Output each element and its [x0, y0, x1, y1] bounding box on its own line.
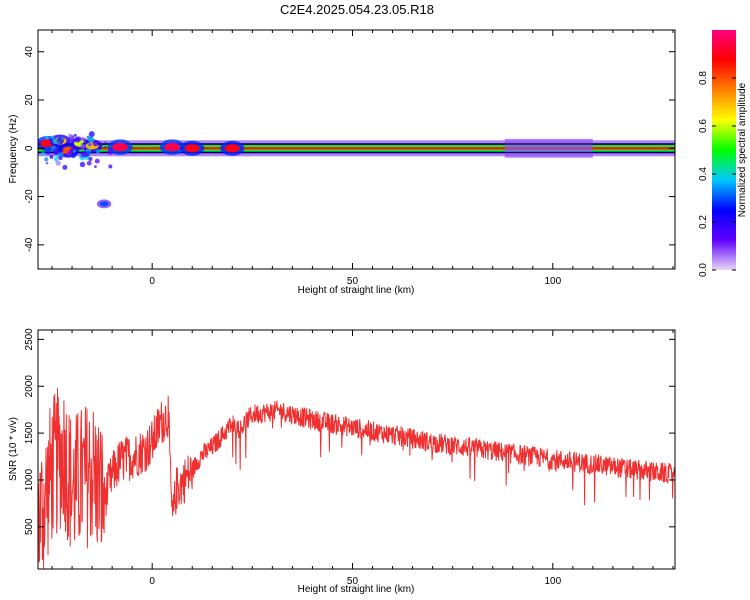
snr-x-tick-label: 50 — [347, 576, 359, 587]
spectrogram-y-tick-label: 0 — [24, 145, 35, 151]
snr-plot-area — [38, 330, 675, 569]
spectral-speck — [108, 164, 113, 169]
spectrogram-panel: 0 50 100 -40 -20 0 20 40 Height of straight li… — [8, 29, 676, 296]
colorbar-tick-label: 0.0 — [698, 263, 709, 277]
spectral-speck — [64, 153, 68, 157]
spectral-spot — [112, 142, 128, 152]
snr-y-tick-label: 1000 — [24, 468, 35, 491]
snr-y-tick-label: 500 — [24, 518, 35, 535]
snr-y-ticks: 500 1000 1500 2000 2500 — [24, 328, 675, 535]
spectral-speck — [45, 145, 52, 153]
spectrogram-y-tick-label: -40 — [24, 237, 35, 252]
spectral-speck — [45, 161, 49, 165]
spectrogram-x-ticks: 0 50 100 — [51, 30, 674, 287]
spectral-spot — [164, 142, 180, 152]
spectral-speck — [44, 157, 49, 162]
snr-y-axis-label: SNR (10 * v/v) — [8, 417, 19, 481]
snr-x-ticks: 0 50 100 — [51, 330, 674, 587]
spectrogram-content — [38, 131, 675, 209]
spectral-speck — [104, 141, 107, 144]
spectral-speck — [70, 152, 77, 159]
snr-x-tick-label: 0 — [149, 576, 155, 587]
spectral-speck — [81, 150, 88, 158]
spectral-speck — [68, 152, 71, 155]
colorbar-ticks: 0.0 0.2 0.4 0.6 0.8 — [698, 71, 736, 277]
spectral-speck — [49, 154, 54, 159]
spectral-speck — [94, 158, 100, 164]
spectral-speck — [56, 141, 61, 145]
spectral-speck — [88, 142, 92, 147]
spectrogram-y-tick-label: 40 — [24, 46, 35, 58]
spectral-speck — [55, 160, 61, 166]
spectrogram-y-ticks: -40 -20 0 20 40 — [24, 46, 675, 252]
spectrogram-x-tick-label: 100 — [544, 276, 561, 287]
spectral-speck — [86, 150, 91, 155]
snr-y-tick-label: 2000 — [24, 375, 35, 398]
snr-panel: 0 50 100 500 1000 1500 2000 2500 Height of str… — [8, 328, 676, 595]
spectral-speck — [41, 151, 46, 156]
spectral-speck — [60, 136, 64, 141]
colorbar-tick-label: 0.8 — [698, 71, 709, 85]
colorbar-label: Normalized spectral amplitude — [737, 82, 748, 217]
spectral-speck — [107, 148, 114, 155]
spectral-speck — [92, 140, 99, 147]
snr-x-axis-label: Height of straight line (km) — [298, 584, 415, 595]
spectrogram-x-tick-label: 50 — [347, 276, 359, 287]
spectral-speck — [104, 145, 107, 149]
snr-y-tick-label: 1500 — [24, 422, 35, 445]
spectral-speck — [44, 135, 49, 140]
spectral-speck — [73, 150, 76, 153]
spectral-speck — [58, 156, 63, 161]
spectral-speck — [68, 133, 73, 138]
spectral-speck — [57, 147, 64, 153]
snr-y-tick-label: 2500 — [24, 328, 35, 351]
spectrogram-x-axis-label: Height of straight line (km) — [298, 285, 415, 296]
spectral-spot — [184, 144, 200, 153]
spectral-speck — [52, 148, 60, 155]
figure-title: C2E4.2025.054.23.05.R18 — [280, 2, 434, 17]
spectral-speck — [80, 144, 86, 149]
spectral-speck — [95, 149, 101, 154]
snr-series-line — [38, 388, 675, 569]
colorbar-gradient — [712, 30, 736, 270]
spectral-speck — [79, 161, 86, 168]
spectral-speck — [50, 135, 55, 139]
spectral-speck — [73, 133, 77, 137]
spectrogram-x-tick-label: 0 — [149, 276, 155, 287]
colorbar: 0.0 0.2 0.4 0.6 0.8 Normalized spectral ampl… — [698, 30, 748, 277]
band-core — [38, 147, 675, 150]
spectrogram-y-tick-label: -20 — [24, 189, 35, 204]
spectral-speck — [86, 160, 92, 166]
spectral-speck — [88, 157, 93, 161]
snr-x-tick-label: 100 — [544, 576, 561, 587]
spectral-speck — [62, 164, 68, 170]
spectral-spot — [99, 201, 109, 207]
spectral-speck — [53, 156, 59, 162]
spectrogram-y-axis-label: Frequency (Hz) — [8, 115, 19, 184]
snr-frame — [37, 329, 676, 570]
spectral-speck — [86, 135, 91, 140]
spectrogram-y-tick-label: 20 — [24, 94, 35, 106]
spectral-spot — [224, 144, 240, 153]
colorbar-tick-label: 0.2 — [698, 215, 709, 229]
spectral-speck — [74, 136, 81, 143]
spectral-speck — [88, 131, 95, 138]
spectral-speck — [94, 165, 97, 168]
band-glow — [504, 138, 593, 158]
spectral-speck — [80, 136, 85, 141]
colorbar-tick-label: 0.6 — [698, 119, 709, 133]
colorbar-tick-label: 0.4 — [698, 167, 709, 181]
spectrogram-frame — [37, 29, 676, 270]
snr-content — [38, 388, 675, 569]
